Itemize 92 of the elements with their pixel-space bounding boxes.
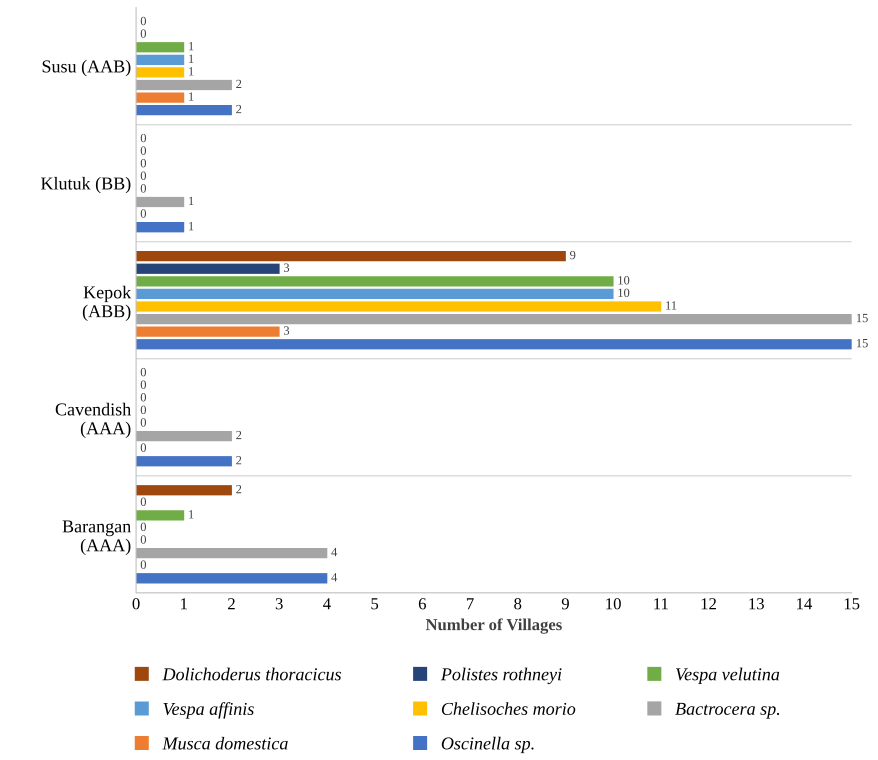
bar (136, 92, 184, 103)
x-tick-label: 6 (418, 598, 426, 610)
bar (136, 67, 184, 78)
x-tick-label: 0 (132, 598, 140, 610)
data-label: 1 (189, 92, 194, 101)
y-tick-label: Kepok (ABB) (82, 286, 132, 322)
bar (136, 222, 184, 232)
data-label: 4 (331, 548, 338, 556)
data-label: 10 (618, 276, 630, 284)
bar (136, 326, 280, 337)
bar (136, 276, 614, 286)
bar (136, 42, 184, 52)
legend-label: Vespa velutina (676, 668, 780, 684)
y-tick-label: Susu (AAB) (42, 60, 130, 76)
data-label: 0 (140, 134, 146, 142)
bar (136, 339, 852, 350)
x-tick-label: 13 (749, 598, 764, 610)
data-label: 0 (140, 522, 146, 532)
bar (136, 314, 852, 324)
data-label: 1 (189, 196, 194, 206)
x-tick-label: 8 (514, 598, 522, 610)
data-label: 0 (140, 146, 146, 155)
bar (136, 548, 328, 558)
legend-label: Oscinella sp. (442, 736, 534, 754)
data-label: 1 (189, 54, 194, 63)
data-label: 0 (140, 368, 146, 376)
data-label: 0 (140, 406, 146, 414)
y-tick-label: Barangan (AAA) (62, 520, 131, 556)
data-label: 0 (140, 209, 146, 218)
data-label: 11 (666, 301, 676, 310)
data-label: 0 (140, 16, 146, 26)
x-tick-label: 9 (562, 598, 569, 610)
x-tick-label: 3 (276, 598, 283, 610)
data-label: 1 (189, 42, 194, 50)
data-label: 1 (189, 510, 194, 518)
bar (136, 573, 328, 584)
data-label: 2 (236, 430, 242, 440)
data-label: 0 (140, 498, 146, 506)
bar (136, 251, 566, 262)
data-label: 0 (140, 184, 146, 193)
data-label: 1 (189, 222, 194, 230)
legend-label: Bactrocera sp. (675, 702, 780, 719)
data-label: 0 (140, 418, 146, 427)
x-tick-label: 11 (654, 598, 668, 610)
data-label: 0 (140, 393, 146, 402)
legend-label: Dolichoderus thoracicus (162, 668, 342, 680)
x-tick-label: 4 (323, 598, 331, 610)
x-tick-label: 10 (606, 598, 621, 610)
data-label: 9 (570, 250, 576, 260)
legend-label: Polistes rothneyi (440, 668, 562, 684)
x-tick-label: 15 (844, 598, 860, 610)
bar (136, 430, 232, 442)
data-label: 2 (236, 456, 242, 464)
data-label: 4 (331, 573, 338, 582)
data-label: 2 (236, 484, 242, 494)
data-label: 15 (856, 314, 868, 322)
legend-label: Vespa affinis (163, 702, 254, 719)
data-label: 0 (140, 29, 146, 38)
x-tick-label: 14 (797, 598, 812, 610)
x-tick-label: 5 (371, 598, 378, 610)
bar (136, 288, 614, 300)
data-label: 0 (140, 535, 146, 544)
x-tick-label: 12 (702, 598, 716, 610)
data-label: 3 (284, 263, 290, 272)
bar (136, 196, 184, 208)
bar (136, 264, 280, 274)
y-tick-label: Klutuk (BB) (40, 176, 130, 194)
bar (136, 301, 662, 312)
data-label: 15 (856, 338, 868, 348)
data-label: 2 (236, 104, 242, 114)
data-label: 0 (140, 158, 146, 168)
x-tick-label: 1 (181, 598, 187, 610)
data-label: 2 (236, 80, 242, 88)
bar (136, 456, 232, 466)
data-label: 0 (140, 443, 146, 452)
data-label: 0 (140, 380, 146, 389)
data-label: 1 (189, 67, 194, 76)
bar (136, 54, 184, 65)
x-axis-title: Number of Villages (426, 618, 562, 634)
bar (136, 80, 232, 90)
y-tick-label: Cavendish (AAA) (56, 402, 131, 438)
data-label: 0 (140, 560, 146, 569)
bar (136, 105, 232, 116)
legend-label: Musca domestica (162, 736, 288, 750)
x-tick-label: 2 (228, 598, 235, 610)
data-label: 0 (140, 172, 146, 180)
data-label: 10 (618, 288, 630, 298)
bar (136, 485, 232, 496)
data-label: 3 (284, 326, 290, 335)
legend-label: Chelisoches morio (442, 702, 576, 715)
bar (136, 510, 184, 521)
x-tick-label: 7 (466, 598, 474, 610)
